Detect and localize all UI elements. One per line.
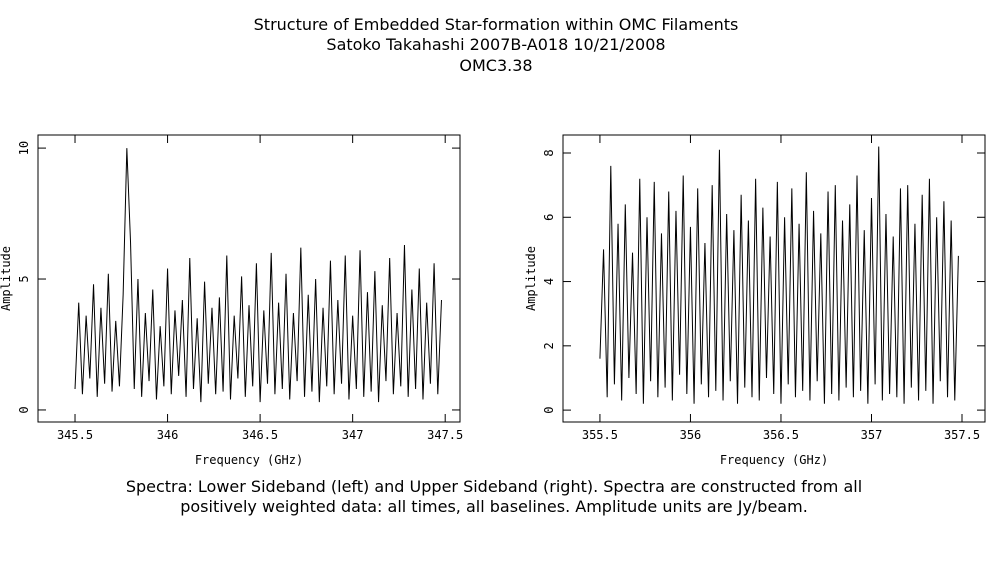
x-tick-label: 355.5	[582, 428, 618, 442]
title: Structure of Embedded Star-formation wit…	[254, 15, 739, 34]
caption: Spectra: Lower Sideband (left) and Upper…	[126, 477, 862, 496]
spectrum-line	[74, 148, 442, 403]
x-tick-label: 347.5	[427, 428, 463, 442]
caption: positively weighted data: all times, all…	[180, 497, 808, 516]
x-tick-label: 357.5	[944, 428, 980, 442]
y-axis-label: Amplitude	[0, 246, 13, 311]
x-tick-label: 347	[342, 428, 364, 442]
x-tick-label: 356	[680, 428, 702, 442]
x-tick-label: 346	[157, 428, 179, 442]
y-tick-label: 6	[542, 214, 556, 221]
y-tick-label: 2	[542, 342, 556, 349]
object-name: OMC3.38	[459, 56, 532, 75]
plot-frame	[37, 134, 461, 423]
y-tick-label: 10	[17, 141, 31, 155]
subtitle: Satoko Takahashi 2007B-A018 10/21/2008	[326, 35, 665, 54]
y-tick-label: 5	[17, 275, 31, 282]
x-axis-label: Frequency (GHz)	[720, 453, 828, 467]
y-axis-label: Amplitude	[524, 246, 538, 311]
y-tick-label: 8	[542, 149, 556, 156]
x-tick-label: 346.5	[242, 428, 278, 442]
y-tick-label: 0	[17, 406, 31, 413]
y-tick-label: 0	[542, 406, 556, 413]
x-tick-label: 345.5	[57, 428, 93, 442]
x-axis-label: Frequency (GHz)	[195, 453, 303, 467]
plot-frame	[562, 134, 986, 423]
x-tick-label: 357	[861, 428, 883, 442]
y-tick-label: 4	[542, 278, 556, 285]
spectrum-line	[599, 146, 959, 404]
x-tick-label: 356.5	[763, 428, 799, 442]
